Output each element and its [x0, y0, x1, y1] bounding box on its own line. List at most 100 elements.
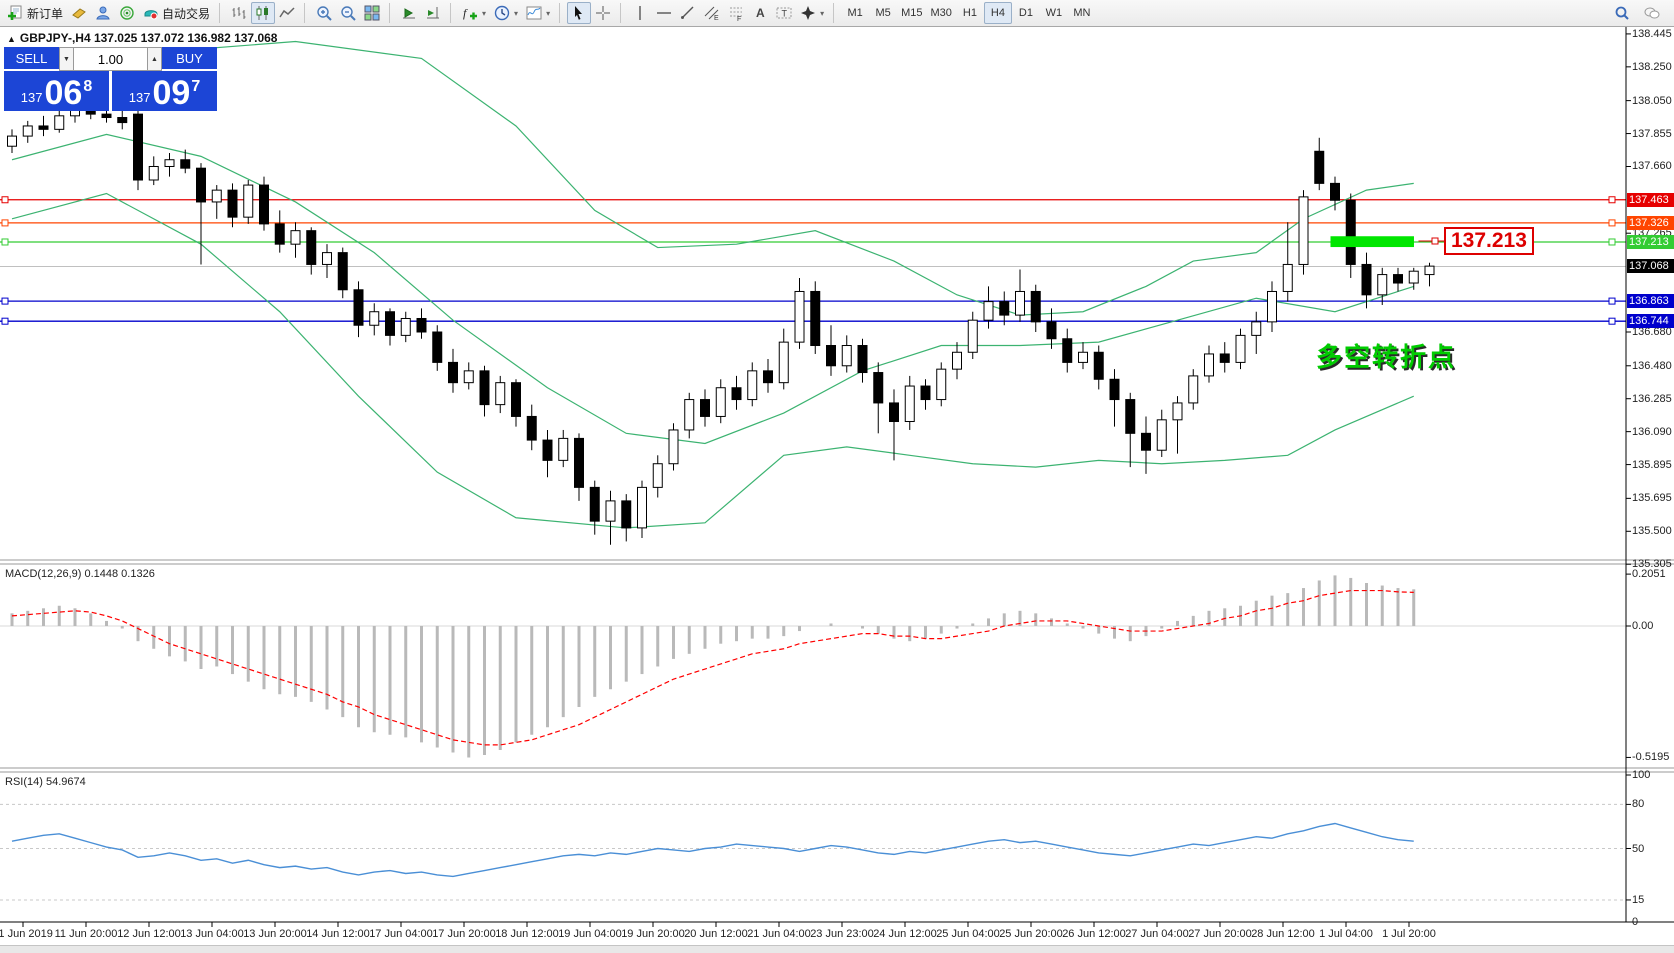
toolbar-terminal-button[interactable] — [91, 2, 115, 24]
callout-handle[interactable] — [1431, 237, 1439, 245]
equidistant-channel-icon: E — [704, 5, 720, 21]
toolbar-fibonacci-button[interactable]: F — [724, 2, 748, 24]
buy-price-display[interactable]: 137 09 7 — [112, 71, 217, 111]
bottom-strip — [0, 945, 1674, 953]
toolbar-candle-chart-button[interactable] — [251, 2, 276, 24]
price-tag-137.326: 137.326 — [1627, 215, 1674, 230]
toolbar-horizontal-line-button[interactable] — [652, 2, 676, 24]
time-tick-label: 20 Jun 12:00 — [684, 928, 748, 940]
toolbar-bar-chart-button[interactable] — [227, 2, 251, 24]
periods-icon — [494, 5, 510, 21]
price-tick-label: 138.050 — [1632, 94, 1672, 107]
hline-handle[interactable] — [1608, 297, 1616, 305]
sell-price-display[interactable]: 137 06 8 — [4, 71, 109, 111]
toolbar-arrows-button[interactable]: ▾ — [796, 2, 828, 24]
svg-text:f: f — [463, 6, 468, 20]
toolbar-zoom-out-button[interactable] — [336, 2, 360, 24]
dropdown-caret-icon[interactable]: ▾ — [546, 8, 551, 18]
toolbar-separator — [217, 3, 225, 23]
candle-body — [227, 189, 238, 218]
toolbar-text-button[interactable]: A — [748, 2, 772, 24]
candle-body — [1408, 270, 1419, 284]
toolbar-text-label-button[interactable]: T — [772, 2, 796, 24]
rsi-tick-label: 0 — [1632, 916, 1639, 928]
hline-handle[interactable] — [1608, 238, 1616, 246]
time-tick-label: 1 Jul 04:00 — [1319, 928, 1373, 940]
volume-decrease-button[interactable]: ▼ — [59, 47, 74, 71]
toolbar-crosshair-button[interactable] — [591, 2, 615, 24]
price-tick-label: 138.445 — [1632, 27, 1672, 40]
toolbar-new-order-button[interactable]: 新订单 — [4, 2, 67, 24]
hline-handle[interactable] — [1, 238, 9, 246]
turning-point-annotation[interactable]: 多空转折点 — [1316, 342, 1457, 372]
price-tick-label: 135.305 — [1632, 558, 1672, 571]
hline-handle[interactable] — [1, 317, 9, 325]
hline-handle[interactable] — [1, 297, 9, 305]
hline-handle[interactable] — [1, 196, 9, 204]
dropdown-caret-icon[interactable]: ▾ — [514, 8, 519, 18]
price-tick-label: 136.480 — [1632, 359, 1672, 372]
highlight-rectangle[interactable] — [1330, 236, 1414, 248]
price-callout-label[interactable]: 137.213 — [1444, 227, 1534, 255]
toolbar-chart-shift-button[interactable] — [421, 2, 445, 24]
hline-handle[interactable] — [1608, 219, 1616, 227]
timeframe-m1-button[interactable]: M1 — [841, 2, 869, 24]
hline-handle[interactable] — [1608, 196, 1616, 204]
timeframe-m30-button[interactable]: M30 — [927, 2, 956, 24]
toolbar-tile-windows-button[interactable] — [360, 2, 384, 24]
time-tick-label: 19 Jun 04:00 — [558, 928, 622, 940]
bollinger-lower-band — [11, 192, 1414, 529]
timeframe-m15-button[interactable]: M15 — [897, 2, 926, 24]
toolbar-signals-button[interactable] — [115, 2, 139, 24]
symbol-ohlc-text: GBPJPY-,H4 137.025 137.072 136.982 137.0… — [19, 31, 278, 45]
candle-body — [605, 500, 616, 522]
toolbar-periods-button[interactable]: ▾ — [490, 2, 522, 24]
hline-handle[interactable] — [1, 219, 9, 227]
buy-button[interactable]: BUY — [162, 47, 217, 71]
candle-body — [1314, 150, 1325, 184]
arrows-icon — [800, 5, 816, 21]
toolbar-templates-button[interactable]: ▾ — [522, 2, 554, 24]
candle-body — [936, 368, 947, 401]
timeframe-h4-button[interactable]: H4 — [983, 2, 1012, 24]
timeframe-h1-button[interactable]: H1 — [956, 2, 984, 24]
new-order-icon — [8, 5, 24, 21]
toolbar-chat-button[interactable] — [1640, 2, 1664, 24]
toolbar-vertical-line-button[interactable] — [628, 2, 652, 24]
toolbar-line-chart-button[interactable] — [275, 2, 299, 24]
buy-price-prefix: 137 — [128, 90, 151, 105]
toolbar-market-depth-button[interactable] — [67, 2, 91, 24]
candle-body — [904, 385, 915, 423]
toolbar-indicators-button[interactable]: f ▾ — [458, 2, 490, 24]
hline-handle[interactable] — [1608, 317, 1616, 325]
svg-text:E: E — [714, 15, 719, 21]
time-tick-label: 13 Jun 04:00 — [180, 928, 244, 940]
toolbar-auto-scroll-button[interactable] — [397, 2, 421, 24]
candle-body — [794, 290, 805, 343]
candle-body — [369, 311, 380, 326]
volume-input[interactable]: 1.00 — [74, 47, 147, 71]
toolbar-cursor-button[interactable] — [567, 2, 592, 24]
dropdown-caret-icon[interactable]: ▾ — [820, 8, 825, 18]
toolbar-equidistant-channel-button[interactable]: E — [700, 2, 724, 24]
sell-button[interactable]: SELL — [4, 47, 59, 71]
rsi-tick-label: 50 — [1632, 842, 1645, 855]
candle-body — [967, 319, 978, 353]
timeframe-mn-button[interactable]: MN — [1068, 2, 1096, 24]
macd-tick-label: 0.2051 — [1632, 568, 1666, 581]
buy-price-big: 09 — [152, 74, 191, 113]
candle-body — [385, 311, 395, 336]
toolbar-trendline-button[interactable] — [676, 2, 700, 24]
toolbar-autotrading-button[interactable]: 自动交易 — [139, 2, 214, 24]
candle-body — [747, 370, 758, 401]
toolbar-search-button[interactable] — [1610, 2, 1634, 24]
timeframe-w1-button[interactable]: W1 — [1040, 2, 1068, 24]
volume-increase-button[interactable]: ▲ — [147, 47, 162, 71]
toolbar-zoom-in-button[interactable] — [312, 2, 336, 24]
collapse-arrow-icon[interactable]: ▲ — [7, 34, 16, 44]
timeframe-d1-button[interactable]: D1 — [1012, 2, 1040, 24]
timeframe-m5-button[interactable]: M5 — [869, 2, 897, 24]
dropdown-caret-icon[interactable]: ▾ — [482, 8, 487, 18]
